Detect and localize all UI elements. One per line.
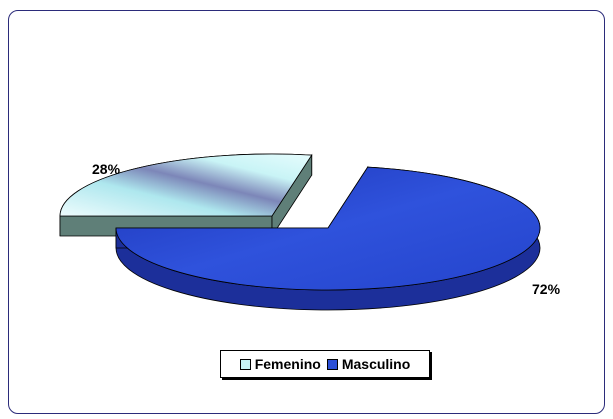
legend-swatch-femenino [239, 358, 251, 370]
legend-swatch-masculino [326, 358, 338, 370]
legend-item-femenino: Femenino [239, 356, 321, 372]
legend-label-femenino: Femenino [254, 356, 321, 372]
legend-item-masculino: Masculino [326, 356, 411, 372]
legend-label-masculino: Masculino [341, 356, 411, 372]
pie-slice-femenino [59, 153, 313, 217]
pie-slice-masculino [115, 166, 541, 291]
data-label-femenino: 28% [92, 161, 121, 177]
legend: Femenino Masculino [220, 350, 430, 378]
data-label-masculino: 72% [532, 281, 561, 297]
